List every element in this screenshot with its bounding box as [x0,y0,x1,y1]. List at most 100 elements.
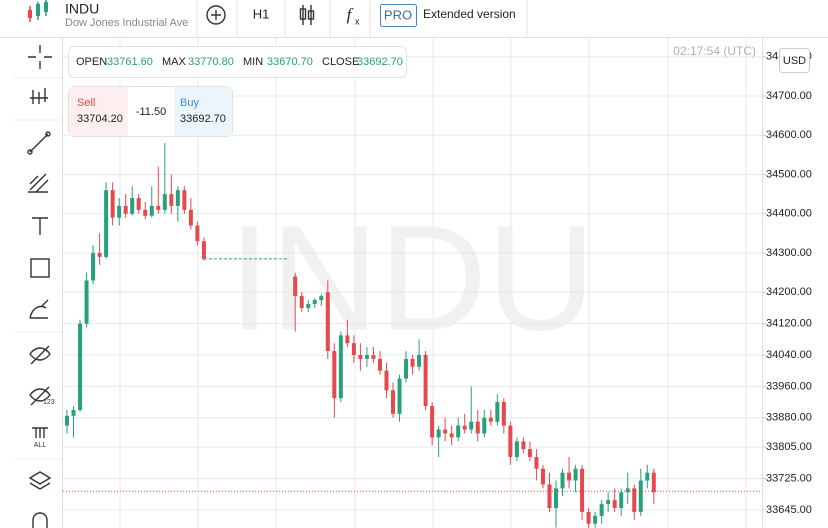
open-value: 33761.60 [107,56,153,68]
candle-body [338,335,343,399]
candle-body [364,354,369,359]
watermark: INDU [229,194,596,362]
trade-panel: Sell 33704.20 -11.50 Buy 33692.70 [68,86,233,137]
y-tick-label: 34200.00 [766,286,812,298]
candle-body [201,241,206,259]
clock: 02:17:54 (UTC) [673,44,756,58]
line-tool[interactable] [27,131,51,155]
indicators-button[interactable]: f [347,5,354,24]
candle-body [443,429,448,434]
candle-body [169,194,174,206]
close-value: 33692.70 [357,56,403,68]
add-button[interactable] [206,5,226,25]
candle-body [462,425,467,430]
y-tick-label: 33880.00 [766,412,812,424]
candle-body [156,205,161,210]
text-tool[interactable] [32,217,48,235]
spread: -11.50 [136,106,166,118]
candle-body [495,402,500,422]
logo [28,0,48,22]
plot: INDU [63,38,762,528]
indicators-tool[interactable] [30,88,48,104]
candle-body [449,433,454,438]
candle-body [136,198,141,210]
candle-body [332,351,337,399]
candle-body [371,354,376,359]
candle-body [299,296,304,308]
candle-body [404,358,409,379]
crosshair-tool[interactable] [28,45,52,69]
fib-tool[interactable] [28,173,49,193]
candle-body [78,323,83,410]
candle-body [358,354,363,359]
hide-labels-tool[interactable] [29,386,51,406]
sell-label: Sell [77,97,95,109]
candle-body [638,480,643,512]
candle-body [456,425,461,438]
candle-body [143,209,148,216]
candle-body [306,303,311,308]
candle-body [130,198,135,214]
open-label: OPEN [76,56,107,68]
symbol-name: Dow Jones Industrial Ave [65,17,188,29]
y-tick-label: 33805.00 [766,441,812,453]
candle-body [554,488,558,508]
delete-tool[interactable] [32,427,48,438]
candle-body [573,468,578,481]
brush-tool[interactable] [29,299,49,319]
candle-body [423,354,428,406]
candle-body [117,205,122,218]
candle-body [417,354,422,367]
candle-body [651,472,656,493]
candle-body [410,358,415,367]
candle-body [391,390,395,414]
pro-box[interactable] [380,4,417,27]
min-label: MIN [243,56,263,68]
timeframe[interactable]: H1 [253,6,270,21]
candle-body [612,500,617,508]
hide-tool[interactable] [29,345,51,365]
currency-button[interactable] [779,48,810,73]
candle-body [319,296,324,301]
candle-body [84,280,89,324]
candle-body [175,190,180,206]
candle-body [182,190,187,210]
candle-body [488,417,493,422]
y-tick-label: 34700.00 [766,90,812,102]
candle-body [508,425,513,457]
pro-label: PRO [384,7,412,22]
candle-body [501,402,506,426]
candle-body [619,492,624,508]
candle-body [540,468,545,485]
candle-body [97,252,102,257]
candle-body [110,190,115,218]
badge-all: ALL [34,442,47,449]
candle-body [149,205,154,216]
extended-version[interactable]: Extended version [423,7,516,21]
candle-body [586,511,591,524]
candle-body [65,415,69,426]
candle-body [345,335,350,344]
candle-body [188,209,193,226]
y-tick-label: 34600.00 [766,129,812,141]
y-tick-label: 33960.00 [766,380,812,392]
shape-tool[interactable] [30,258,50,278]
candle-body [521,441,526,450]
layers-tool[interactable] [28,471,52,490]
candle-body [325,292,330,352]
y-tick-label: 33725.00 [766,472,812,484]
magnet-tool[interactable] [32,512,48,528]
chart-type-button[interactable] [299,5,315,25]
y-tick-label: 34500.00 [766,168,812,180]
ohlc-text: OPEN 33761.60 MAX 33770.80 MIN 33670.70 … [76,56,403,68]
left-toolbar: 123 ALL [14,45,62,528]
buy-button[interactable] [174,87,232,136]
candle-body [475,421,480,434]
sell-button[interactable] [69,87,128,136]
top-separators [196,0,528,37]
candle-body [377,358,382,371]
candle-body [580,468,585,512]
candle-body [632,488,637,512]
candle-body [430,405,435,438]
